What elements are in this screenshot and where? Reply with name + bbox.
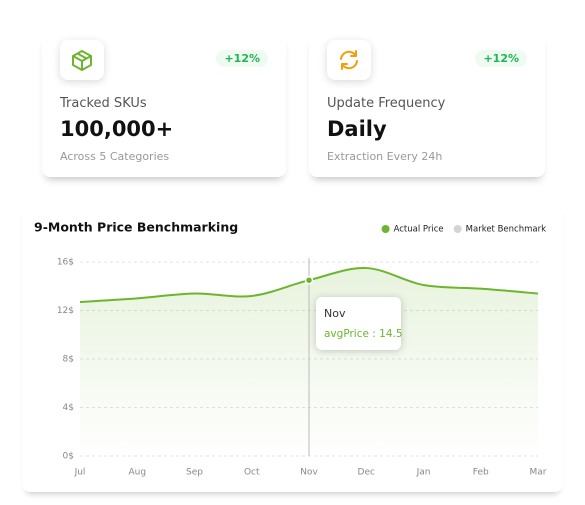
badge: +12% xyxy=(475,50,527,67)
card-note: Extraction Every 24h xyxy=(327,150,443,163)
y-tick-label: 12$ xyxy=(57,306,74,316)
legend-label: Market Benchmark xyxy=(466,225,546,235)
y-tick-label: 8$ xyxy=(63,355,74,365)
card: +12% Update Frequency Daily Extraction E… xyxy=(309,35,545,177)
tooltip xyxy=(316,297,401,350)
legend-label: Actual Price xyxy=(394,225,444,235)
card: +12% Tracked SKUs 100,000+ Across 5 Cate… xyxy=(42,35,286,177)
y-tick-label: 4$ xyxy=(63,403,74,413)
card-value: 100,000+ xyxy=(60,117,174,141)
y-tick-label: 16$ xyxy=(57,258,74,268)
chart-title: 9-Month Price Benchmarking xyxy=(34,220,238,235)
x-tick-label: Nov xyxy=(300,468,318,478)
x-tick-label: Jan xyxy=(416,468,431,478)
badge: +12% xyxy=(216,50,268,67)
x-tick-label: Oct xyxy=(244,468,260,478)
x-tick-label: Sep xyxy=(186,468,203,478)
y-tick-label: 0$ xyxy=(63,452,74,462)
x-tick-label: Dec xyxy=(358,468,375,478)
x-tick-label: Feb xyxy=(473,468,489,478)
card-note: Across 5 Categories xyxy=(60,150,170,163)
legend-marker xyxy=(453,225,462,233)
legend-marker xyxy=(381,225,390,233)
cube-icon xyxy=(72,50,92,71)
active-point xyxy=(304,275,314,285)
x-tick-label: Aug xyxy=(128,468,146,478)
icon xyxy=(327,40,371,80)
tooltip-title: Nov xyxy=(324,307,346,320)
icon xyxy=(60,40,104,80)
tooltip-value: avgPrice : 14.5 xyxy=(324,328,403,340)
refresh-icon xyxy=(340,50,358,70)
x-tick-label: Mar xyxy=(530,468,547,478)
card-value: Daily xyxy=(327,117,387,141)
card-label: Tracked SKUs xyxy=(60,96,147,111)
x-tick-label: Jul xyxy=(74,468,86,478)
card-label: Update Frequency xyxy=(327,96,446,111)
